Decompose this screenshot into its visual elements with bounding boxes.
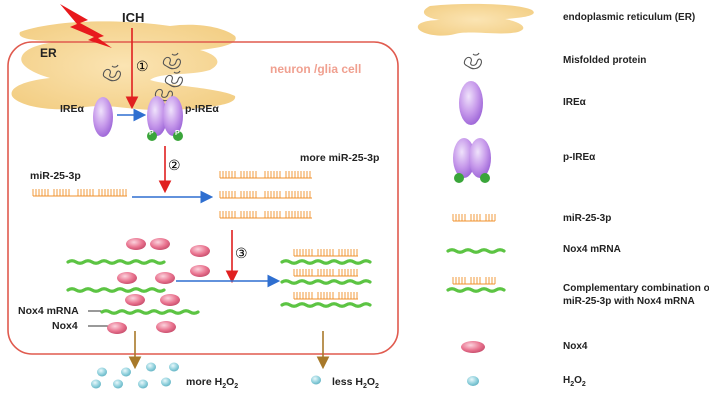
more-h2o2-label: more H2O2 <box>186 376 239 391</box>
misfolded-protein-icon <box>164 70 183 88</box>
nox4-mrna-strand <box>66 287 166 293</box>
nox4-protein <box>160 294 180 306</box>
bound-mirna-strand <box>293 292 358 300</box>
h2o2-molecule <box>138 379 148 389</box>
mirna-strand <box>32 189 127 197</box>
nox4-protein <box>155 272 175 284</box>
nox4-protein <box>150 238 170 250</box>
legend-mrna-label: Nox4 mRNA <box>563 244 621 255</box>
cell-membrane <box>7 41 399 355</box>
legend-complex-label-1: Complementary combination of <box>563 283 709 294</box>
nox4-protein <box>190 245 210 257</box>
step1-marker: ① <box>136 58 149 74</box>
bound-mirna-strand <box>293 249 358 257</box>
ire-alpha-protein <box>93 97 113 137</box>
legend-misfolded-label: Misfolded protein <box>563 55 647 66</box>
nox4-mrna-strand <box>100 309 200 315</box>
h2o2-molecule <box>97 367 107 377</box>
phospho-label-2: P <box>175 130 180 137</box>
phospho-label-1: P <box>149 130 154 137</box>
legend-nox4-label: Nox4 <box>563 341 588 352</box>
p-ire-alpha-dimer <box>147 96 183 141</box>
legend-mrna-icon <box>446 248 506 254</box>
less-h2o2-label: less H2O2 <box>332 376 379 391</box>
er-label: ER <box>40 46 57 60</box>
lightning-icon <box>60 4 112 48</box>
bound-nox4-mrna-strand <box>280 259 372 265</box>
nox4-protein <box>126 238 146 250</box>
legend-er-icon <box>417 3 534 36</box>
nox4-mrna-label: Nox4 mRNA <box>18 305 79 317</box>
h2o2-molecule <box>169 362 179 372</box>
nox4-protein <box>125 294 145 306</box>
legend-complex-mrna-icon <box>446 287 506 293</box>
h2o2-molecule <box>91 379 101 389</box>
h2o2-molecule <box>311 375 321 385</box>
cell-label: neuron /glia cell <box>270 62 362 76</box>
step2-marker: ② <box>168 157 181 173</box>
legend-mirna-label: miR-25-3p <box>563 213 612 224</box>
nox4-protein <box>107 322 127 334</box>
bound-nox4-mrna-strand <box>280 302 372 308</box>
nox4-label: Nox4 <box>52 320 78 332</box>
legend-ire-alpha-icon <box>459 81 483 125</box>
legend-p-ire-alpha-icon <box>453 138 491 183</box>
nox4-protein <box>156 321 176 333</box>
nox4-protein <box>190 265 210 277</box>
bound-mirna-strand <box>293 269 358 277</box>
mirna-strand <box>219 211 312 219</box>
ich-label: ICH <box>122 10 145 25</box>
legend-pire-label: p-IREα <box>563 152 596 163</box>
bound-nox4-mrna-strand <box>280 279 372 285</box>
h2o2-molecule <box>161 377 171 387</box>
h2o2-molecule <box>146 362 156 372</box>
misfolded-protein-icon <box>162 52 181 70</box>
legend-nox4-icon <box>461 341 485 353</box>
h2o2-molecule <box>121 367 131 377</box>
legend-er-label: endoplasmic reticulum (ER) <box>563 12 696 23</box>
er-shape <box>11 21 236 111</box>
legend-misfolded-protein-icon <box>463 52 482 70</box>
legend-h2o2-icon <box>467 376 479 386</box>
mirna-strand <box>219 171 312 179</box>
legend-complex-mirna-icon <box>452 277 496 285</box>
nox4-mrna-strand <box>66 259 166 265</box>
misfolded-protein-icon <box>102 64 121 82</box>
nox4-protein <box>117 272 137 284</box>
mirna-label: miR-25-3p <box>30 170 81 182</box>
legend-complex-label-2: miR-25-3p with Nox4 mRNA <box>563 296 695 307</box>
legend-h2o2-label: H2O2 <box>563 375 586 388</box>
mirna-strand <box>219 191 312 199</box>
legend-ire-label: IREα <box>563 97 586 108</box>
h2o2-molecule <box>113 379 123 389</box>
more-mirna-label: more miR-25-3p <box>300 152 380 164</box>
p-ire-alpha-label: p-IREα <box>185 103 219 115</box>
ire-alpha-label: IREα <box>60 103 84 115</box>
step3-marker: ③ <box>235 245 248 261</box>
legend-mirna-icon <box>452 214 496 222</box>
